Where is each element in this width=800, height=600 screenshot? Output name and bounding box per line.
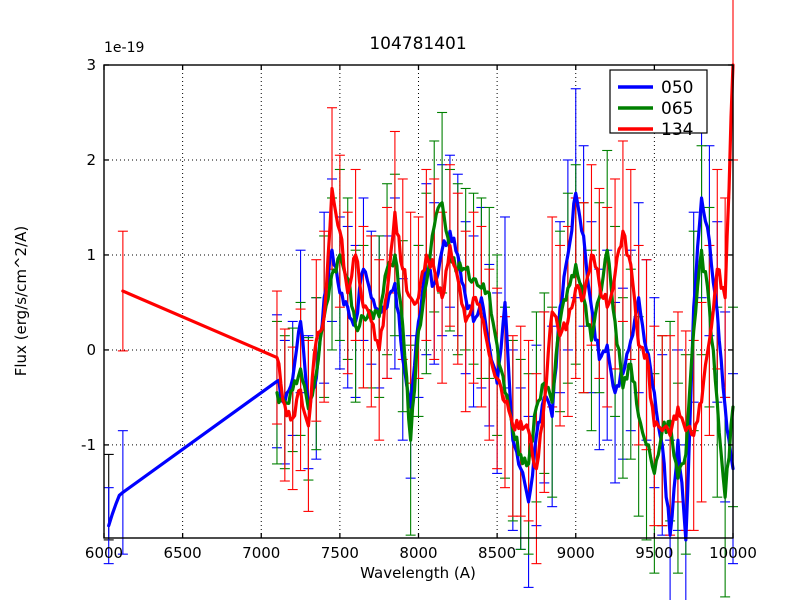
x-tick-labels: 6000 6500 7000 7500 8000 8500 9000 9500 10000 [85,544,757,562]
y-tick-label: 1 [86,246,96,264]
x-tick-label: 6000 [85,544,123,562]
plot-title: 104781401 [369,34,466,54]
y-axis-label: Flux (erg/s/cm^2/A) [12,226,30,377]
y-tick-label: 3 [86,56,96,74]
legend-label-050: 050 [661,78,693,98]
y-tick-label: -1 [81,436,96,454]
y-axis-offset-label: 1e-19 [104,40,144,56]
x-tick-label: 6500 [164,544,202,562]
legend-label-065: 065 [661,99,693,119]
legend-box [609,69,708,134]
x-tick-label: 7000 [242,544,280,562]
legend-label-134: 134 [661,120,693,140]
x-tick-label: 8000 [399,544,437,562]
x-tick-label: 10000 [709,544,757,562]
x-tick-label: 8500 [478,544,516,562]
x-tick-label: 7500 [321,544,359,562]
y-tick-labels: -1 0 1 2 3 [81,56,96,454]
x-tick-label: 9500 [635,544,673,562]
x-tick-label: 9000 [557,544,595,562]
axis-ticks [103,64,734,538]
y-tick-label: 2 [86,151,96,169]
data-curves [107,63,735,542]
x-axis-label: Wavelength (A) [360,564,476,582]
y-tick-label: 0 [86,341,96,359]
